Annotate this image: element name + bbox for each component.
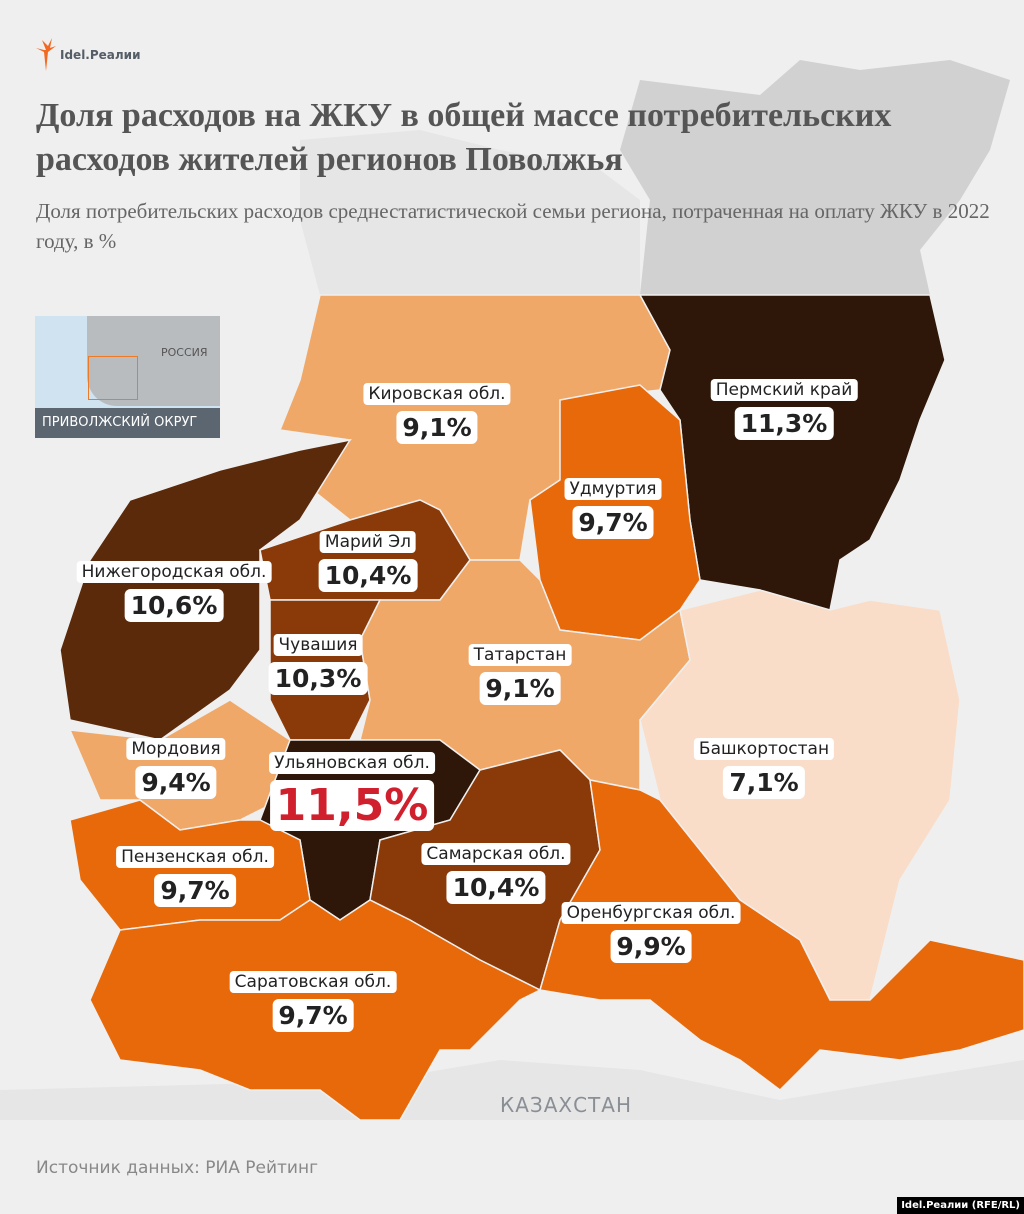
district-highlight-box bbox=[88, 356, 138, 400]
region-label: Нижегородская обл. 10,6% bbox=[76, 561, 272, 622]
region-name: Татарстан bbox=[468, 644, 572, 666]
region-value: 10,6% bbox=[124, 589, 224, 622]
region-value: 9,1% bbox=[479, 672, 561, 705]
source-note: Источник данных: РИА Рейтинг bbox=[36, 1158, 319, 1178]
region-name: Пензенская обл. bbox=[116, 846, 274, 868]
credit: Idel.Реалии (RFE/RL) bbox=[897, 1197, 1024, 1214]
region-value: 11,5% bbox=[269, 780, 435, 831]
region-label: Пензенская обл. 9,7% bbox=[116, 846, 274, 907]
region-value: 9,1% bbox=[396, 411, 478, 444]
region-name: Саратовская обл. bbox=[229, 971, 397, 993]
region-name: Марий Эл bbox=[319, 531, 417, 553]
region-label: Саратовская обл. 9,7% bbox=[229, 971, 397, 1032]
region-value: 10,4% bbox=[318, 559, 418, 592]
region-label: Кировская обл. 9,1% bbox=[363, 383, 511, 444]
region-name: Нижегородская обл. bbox=[76, 561, 272, 583]
region-name: Пермский край bbox=[710, 379, 858, 401]
region-label: Самарская обл. 10,4% bbox=[421, 843, 571, 904]
region-label: Марий Эл 10,4% bbox=[318, 531, 418, 592]
region-name: Чувашия bbox=[273, 634, 363, 656]
region-value: 9,4% bbox=[135, 766, 217, 799]
region-shape bbox=[68, 699, 291, 831]
inset-district-label: ПРИВОЛЖСКИЙ ОКРУГ bbox=[35, 408, 220, 438]
neighbor-label-kazakhstan: КАЗАХСТАН bbox=[500, 1093, 632, 1117]
header: Доля расходов на ЖКУ в общей массе потре… bbox=[36, 94, 996, 256]
russia-shape bbox=[87, 316, 220, 406]
region-label: Пермский край 11,3% bbox=[710, 379, 858, 440]
region-value: 9,9% bbox=[610, 930, 692, 963]
background-region-komi bbox=[620, 60, 1010, 295]
region-name: Самарская обл. bbox=[421, 843, 571, 865]
region-shape bbox=[539, 779, 1024, 1091]
region-label: Татарстан 9,1% bbox=[468, 644, 572, 705]
torch-logo-icon bbox=[36, 38, 56, 71]
region-label: Ульяновская обл. 11,5% bbox=[269, 752, 435, 831]
page-title: Доля расходов на ЖКУ в общей массе потре… bbox=[36, 97, 892, 178]
logo-text: Idel.Реалии bbox=[60, 48, 141, 62]
background-region-arkhangelsk bbox=[300, 130, 640, 295]
locator-inset-map: РОССИЯ ПРИВОЛЖСКИЙ ОКРУГ bbox=[35, 316, 220, 438]
region-label: Чувашия 10,3% bbox=[268, 634, 368, 695]
region-label: Мордовия 9,4% bbox=[126, 738, 226, 799]
region-label: Оренбургская обл. 9,9% bbox=[561, 902, 741, 963]
region-value: 9,7% bbox=[572, 506, 654, 539]
kazakhstan-area bbox=[0, 1060, 1024, 1120]
region-name: Башкортостан bbox=[693, 738, 835, 760]
region-value: 9,7% bbox=[154, 874, 236, 907]
region-value: 11,3% bbox=[734, 407, 834, 440]
subtitle: Доля потребительских расходов среднестат… bbox=[36, 199, 990, 253]
region-name: Оренбургская обл. bbox=[561, 902, 741, 924]
region-value: 7,1% bbox=[723, 766, 805, 799]
region-name: Кировская обл. bbox=[363, 383, 511, 405]
region-value: 10,4% bbox=[446, 871, 546, 904]
region-label: Башкортостан 7,1% bbox=[693, 738, 835, 799]
inset-country-label: РОССИЯ bbox=[161, 346, 208, 359]
region-name: Удмуртия bbox=[564, 478, 662, 500]
region-value: 9,7% bbox=[272, 999, 354, 1032]
region-label: Удмуртия 9,7% bbox=[564, 478, 662, 539]
region-value: 10,3% bbox=[268, 662, 368, 695]
region-name: Мордовия bbox=[126, 738, 226, 760]
region-name: Ульяновская обл. bbox=[269, 752, 435, 774]
logo: Idel.Реалии bbox=[36, 38, 141, 72]
